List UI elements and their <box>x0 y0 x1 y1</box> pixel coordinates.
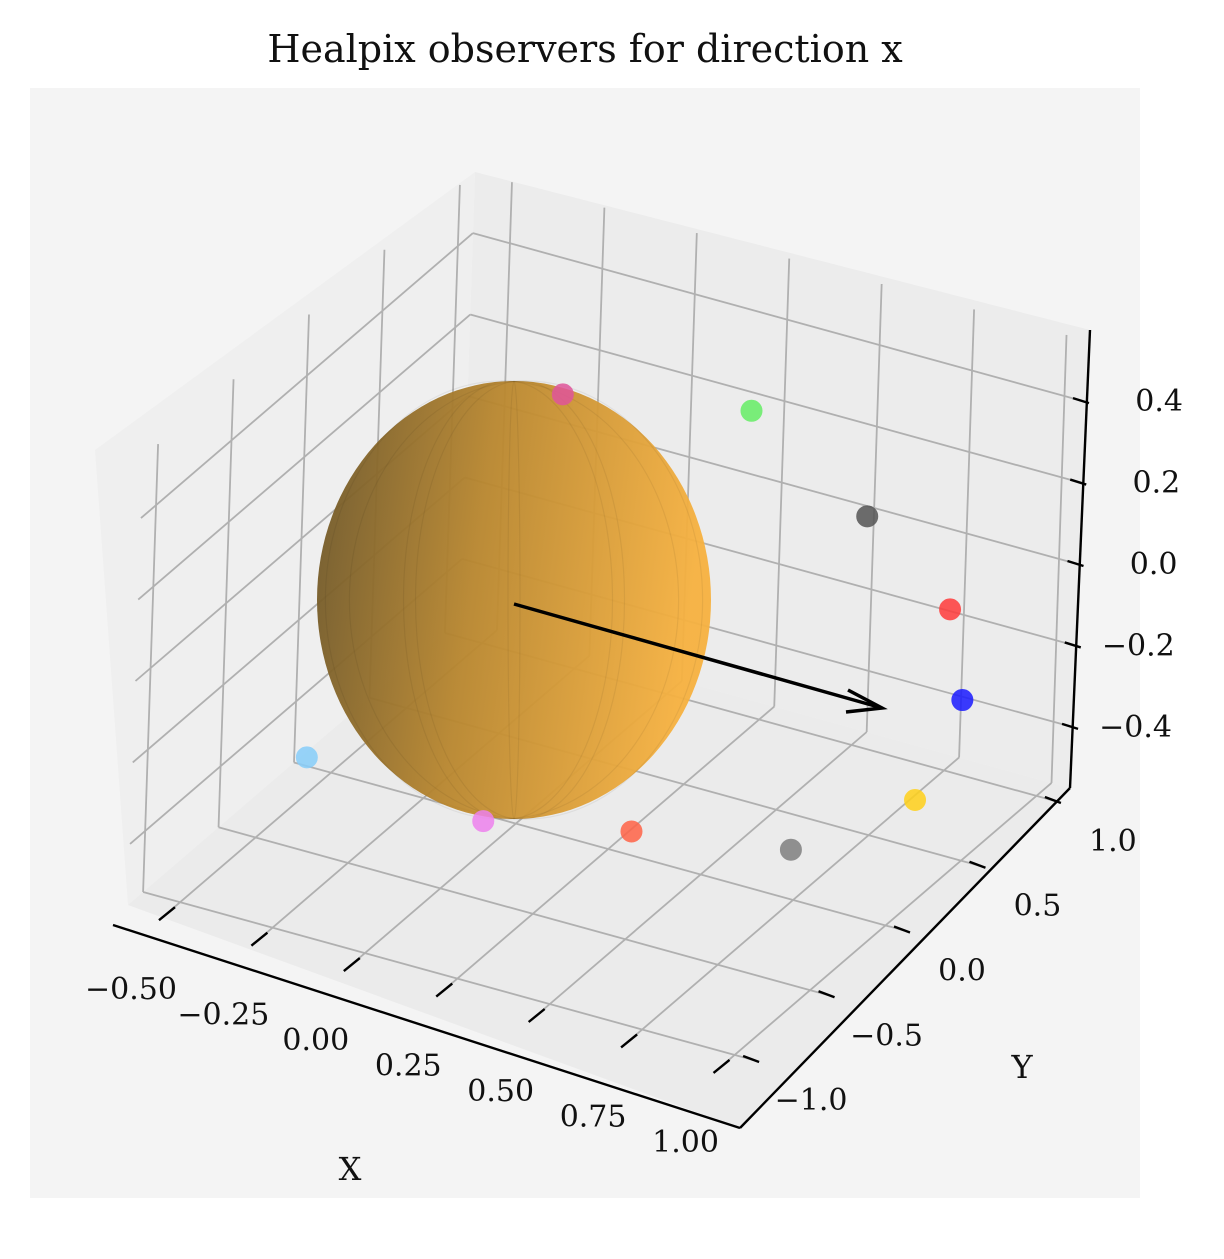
x-ticks: −0.50−0.25 0.00 0.25 0.50 0.75 1.00 <box>85 906 731 1160</box>
y-ticks: −1.0−0.5 0.0 0.5 1.0 <box>742 795 1137 1118</box>
x-tick-label: 0.75 <box>560 1099 627 1134</box>
y-axis-label: Y <box>1010 1048 1033 1086</box>
sphere-mesh <box>324 380 704 820</box>
x-tick-mark <box>712 1058 731 1074</box>
back-grid-z <box>472 232 1084 402</box>
unit-sphere <box>317 381 711 819</box>
x-tick-mark <box>527 1008 546 1023</box>
floor-grid-y <box>218 826 829 997</box>
z-tick-label: 0.2 <box>1133 466 1181 501</box>
x-tick-mark <box>250 931 269 947</box>
observer-point <box>779 838 802 861</box>
sphere-meridian <box>507 380 521 820</box>
direction-arrow <box>513 602 888 714</box>
y-tick-mark <box>893 925 911 934</box>
y-tick-mark <box>969 860 986 869</box>
y-tick-label: 0.5 <box>1014 889 1062 924</box>
z-tick-mark <box>1067 559 1084 568</box>
observer-point <box>856 505 879 528</box>
z-tick-mark <box>1061 722 1079 731</box>
x-tick-label: −0.25 <box>177 998 269 1033</box>
observer-point <box>740 399 763 422</box>
observer-point <box>904 789 927 811</box>
z-tick-label: −0.2 <box>1102 628 1175 663</box>
x-tick-mark <box>158 906 176 922</box>
observer-point <box>295 746 318 769</box>
observer-point <box>620 820 643 843</box>
z-tick-mark <box>1069 478 1087 486</box>
x-tick-label: −0.50 <box>85 972 177 1007</box>
x-tick-mark <box>343 957 361 973</box>
z-tick-label: 0.0 <box>1130 547 1178 582</box>
sphere-meridian <box>414 380 626 820</box>
z-ticks: −0.4 −0.2 0.0 0.2 0.4 <box>1061 384 1183 745</box>
y-tick-label: 0.0 <box>938 954 986 989</box>
z-tick-mark <box>1072 396 1090 405</box>
floor-grid-y <box>142 891 754 1061</box>
x-tick-label: 0.00 <box>282 1023 349 1058</box>
y-tick-mark <box>818 990 835 999</box>
x-tick-label: 1.00 <box>652 1125 719 1160</box>
sphere-meridian <box>348 380 704 820</box>
left-pane-yz <box>95 172 475 905</box>
x-tick-mark <box>435 982 453 998</box>
z-tick-label: −0.4 <box>1099 710 1172 745</box>
x-axis-label: X <box>339 1150 362 1188</box>
floor-pane-xy <box>128 620 1070 1128</box>
z-tick-label: 0.4 <box>1135 384 1183 419</box>
observer-points <box>295 383 974 861</box>
y-tick-mark <box>742 1054 760 1064</box>
side-grid-z <box>137 313 471 601</box>
y-tick-label: 1.0 <box>1089 824 1137 859</box>
x-tick-label: 0.50 <box>467 1074 534 1109</box>
y-tick-mark <box>1044 795 1062 805</box>
x-axis-line <box>112 923 741 1130</box>
chart-title: Healpix observers for direction x <box>267 27 902 71</box>
y-tick-label: −0.5 <box>850 1018 923 1053</box>
z-axis-line <box>1068 329 1092 789</box>
sphere-meridian <box>402 380 614 820</box>
floor-grid-y <box>293 761 905 932</box>
observer-point <box>551 383 574 406</box>
y-axis-line <box>739 787 1071 1129</box>
z-tick-mark <box>1064 641 1082 649</box>
y-tick-label: −1.0 <box>775 1083 848 1118</box>
back-grid-z <box>469 313 1081 484</box>
sphere-meridian <box>324 380 680 820</box>
side-grid-z <box>140 232 474 519</box>
observer-point <box>472 810 495 833</box>
x-tick-label: 0.25 <box>375 1049 442 1084</box>
x-tick-mark <box>620 1033 638 1049</box>
observer-point <box>939 598 962 621</box>
observer-point <box>951 689 974 712</box>
